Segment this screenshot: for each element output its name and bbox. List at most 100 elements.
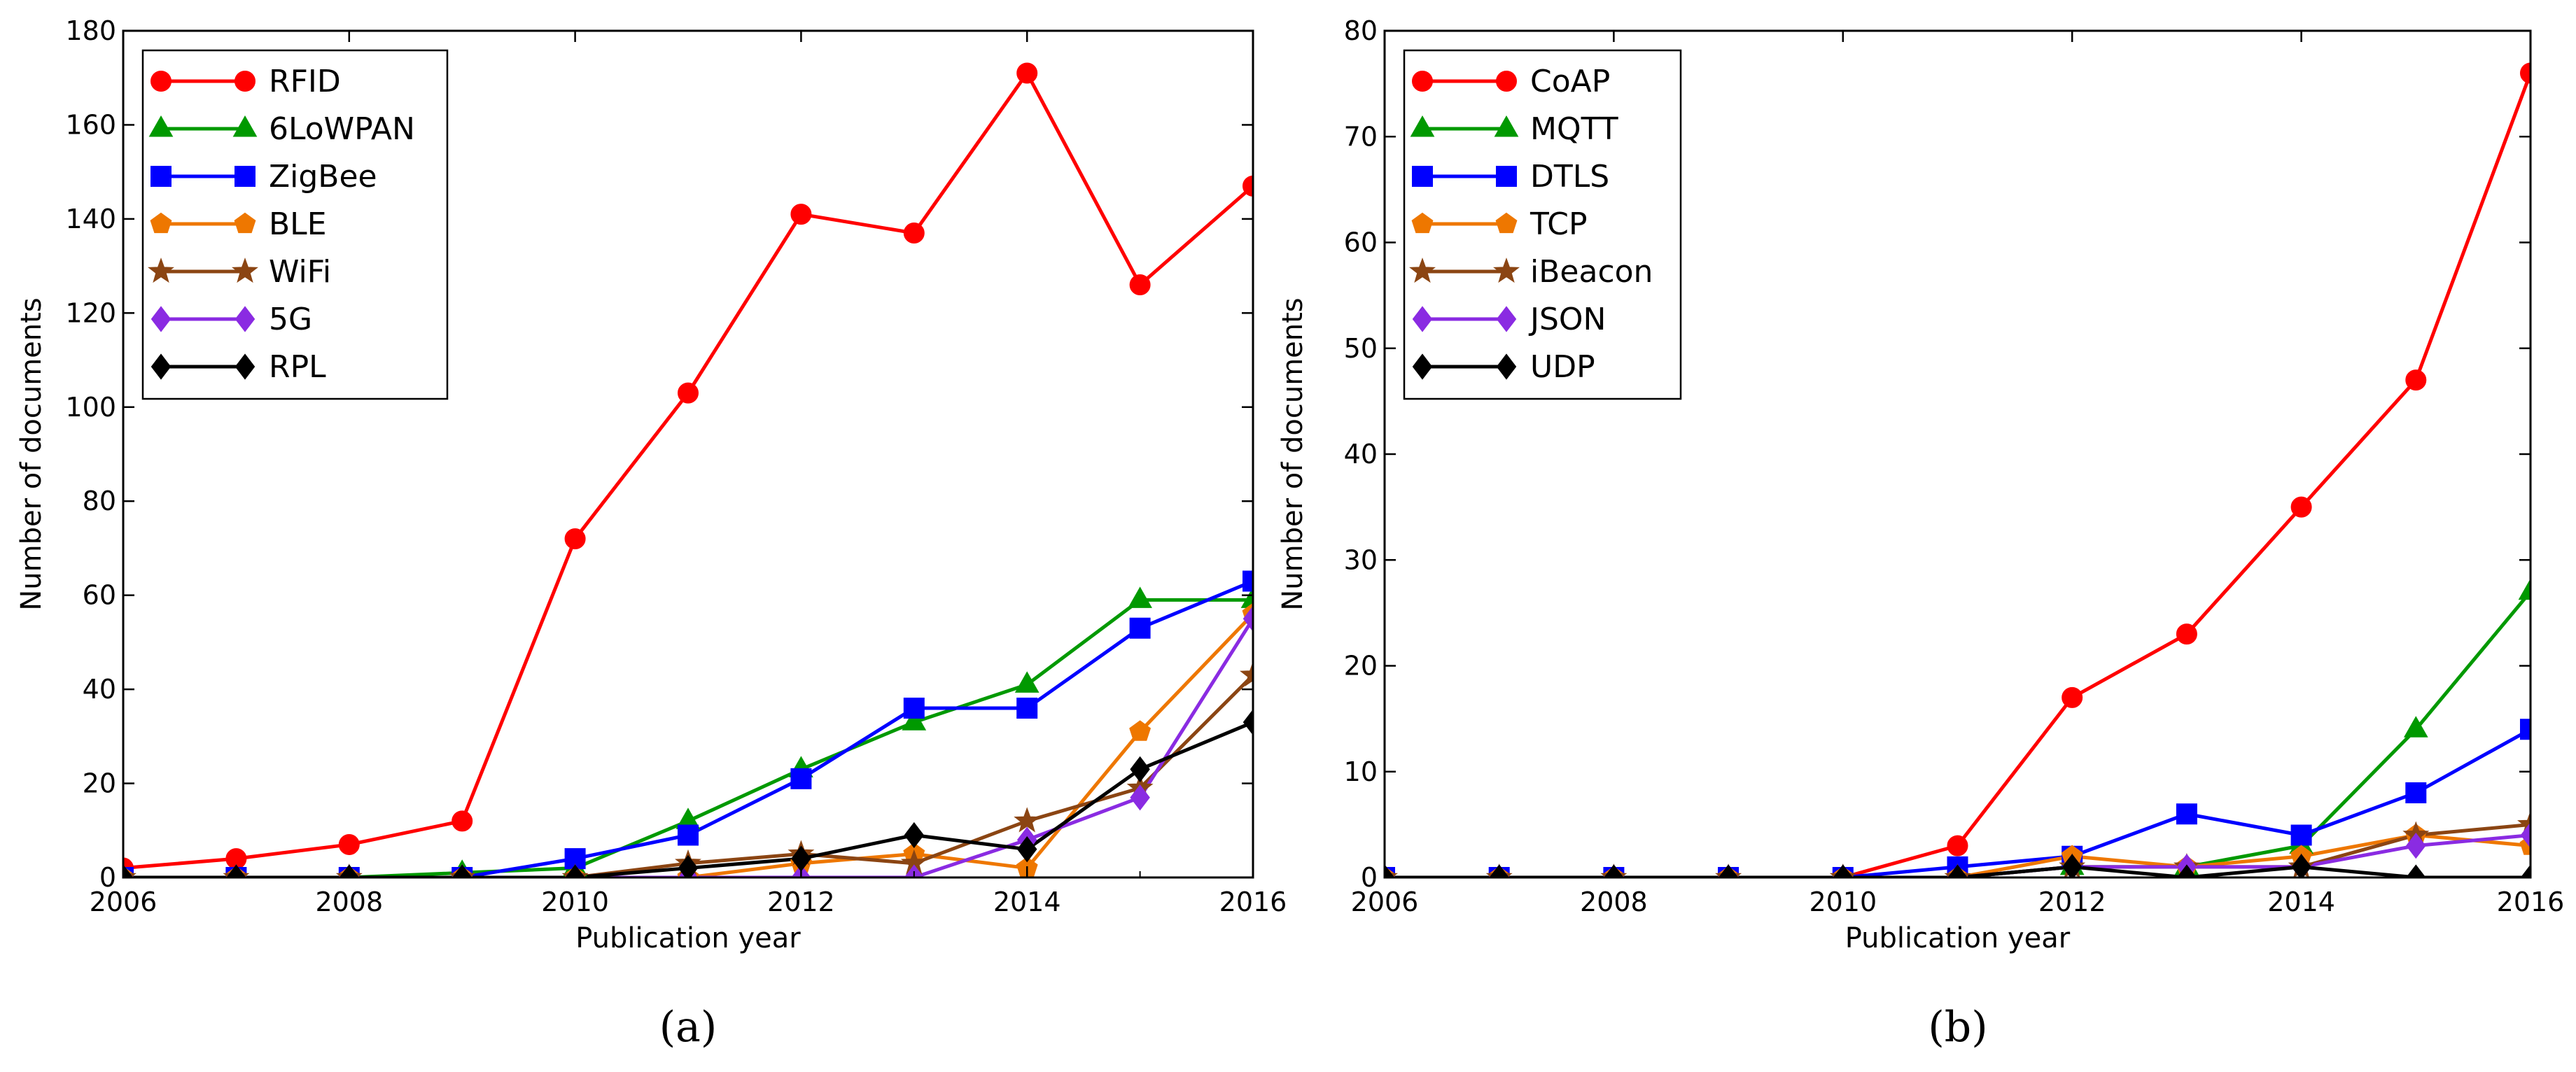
legend-label-udp: UDP xyxy=(1530,349,1595,385)
y-tick-label: 30 xyxy=(1344,544,1378,575)
legend-label-ble: BLE xyxy=(269,206,327,242)
legend-marker-coap xyxy=(1496,71,1517,92)
legend-marker-zigbee xyxy=(150,166,172,187)
legend-marker-dtls xyxy=(1496,166,1517,187)
panel-label: (b) xyxy=(1928,1003,1987,1052)
series-line-wifi xyxy=(123,674,1253,877)
data-point-rfid xyxy=(338,833,360,855)
data-point-json xyxy=(2520,821,2530,849)
x-tick-label: 2008 xyxy=(1580,887,1648,917)
data-point-dtls xyxy=(2290,824,2312,846)
legend-marker-wifi xyxy=(232,258,258,283)
y-tick-label: 180 xyxy=(65,15,116,46)
x-tick-label: 2006 xyxy=(90,887,158,917)
legend-marker-rpl xyxy=(234,353,255,380)
legend-marker-rfid xyxy=(150,71,172,92)
legend: RFID 6LoWPAN ZigBee BLE WiFi 5G RPL xyxy=(141,49,449,400)
data-point-rpl xyxy=(123,864,134,877)
legend-marker-6lowpan xyxy=(232,115,258,137)
legend-marker-dtls xyxy=(1412,166,1433,187)
legend-label-mqtt: MQTT xyxy=(1530,111,1618,147)
legend-label-rpl: RPL xyxy=(269,349,326,385)
data-point-coap xyxy=(2405,369,2427,391)
data-point-dtls xyxy=(2176,803,2197,825)
data-point-dtls xyxy=(2520,719,2530,740)
data-point-rpl xyxy=(678,854,699,877)
y-tick-label: 140 xyxy=(65,204,116,234)
series-line-mqtt xyxy=(1385,591,2530,877)
data-point-rpl xyxy=(1242,709,1253,735)
legend-marker-5g xyxy=(150,306,172,332)
data-point-mqtt xyxy=(2403,716,2428,738)
y-tick-label: 0 xyxy=(99,862,116,893)
legend-label-wifi: WiFi xyxy=(269,254,331,290)
x-axis-label: Publication year xyxy=(1845,922,2071,954)
data-point-rpl xyxy=(1016,836,1037,863)
legend-marker-ble xyxy=(234,212,256,234)
series-line-ibeacon xyxy=(1385,822,2530,877)
data-point-6lowpan xyxy=(902,709,927,731)
data-point-rfid xyxy=(1129,274,1151,295)
data-point-6lowpan xyxy=(1240,586,1253,608)
y-axis-label: Number of documents xyxy=(1277,297,1309,610)
data-point-rfid xyxy=(903,223,925,244)
legend-label-5g: 5G xyxy=(269,302,312,337)
legend-marker-udp xyxy=(1496,353,1517,380)
y-tick-label: 60 xyxy=(1344,227,1378,258)
data-point-udp xyxy=(2062,854,2082,877)
legend-label-6lowpan: 6LoWPAN xyxy=(269,111,415,147)
y-tick-label: 50 xyxy=(1344,333,1378,364)
data-point-json xyxy=(2406,832,2426,859)
y-tick-label: 80 xyxy=(83,486,116,516)
y-tick-label: 20 xyxy=(83,768,116,799)
x-tick-label: 2010 xyxy=(541,887,609,917)
legend-marker-json xyxy=(1412,306,1433,332)
legend-marker-5g xyxy=(234,306,255,332)
y-tick-label: 20 xyxy=(1344,651,1378,682)
data-point-zigbee xyxy=(1016,698,1038,719)
y-tick-label: 160 xyxy=(65,109,116,140)
data-point-ble xyxy=(1129,720,1152,741)
series-line-5g xyxy=(123,617,1253,877)
data-point-rpl xyxy=(1130,756,1150,783)
legend-marker-6lowpan xyxy=(148,115,174,137)
data-point-dtls xyxy=(2405,782,2427,803)
series-line-tcp xyxy=(1385,833,2530,877)
chart-panel: 2006 2008 2010 2012 2014 2016 0 20 40 60 80 100 120 1… xyxy=(15,15,1287,1052)
legend-marker-wifi xyxy=(148,258,174,283)
legend: CoAP MQTT DTLS TCP iBeacon JSON UDP xyxy=(1403,49,1682,400)
data-point-wifi xyxy=(1014,807,1041,833)
panel-label: (a) xyxy=(659,1003,718,1052)
y-axis-label: Number of documents xyxy=(15,297,48,610)
data-point-coap xyxy=(2176,623,2197,645)
data-point-mqtt xyxy=(2518,578,2530,600)
series-line-udp xyxy=(1385,865,2530,877)
data-point-rfid xyxy=(678,382,699,404)
y-tick-label: 10 xyxy=(1344,756,1378,787)
x-tick-label: 2016 xyxy=(2497,887,2565,917)
data-point-6lowpan xyxy=(1014,671,1040,693)
data-point-udp xyxy=(2520,864,2530,877)
data-point-rfid xyxy=(790,204,812,225)
x-axis-label: Publication year xyxy=(575,922,801,954)
legend-marker-rpl xyxy=(150,353,172,380)
data-point-rfid xyxy=(451,810,473,832)
data-point-coap xyxy=(2520,62,2530,84)
data-point-zigbee xyxy=(1129,617,1151,639)
y-tick-label: 80 xyxy=(1344,15,1378,46)
data-point-5g xyxy=(1242,605,1253,632)
legend-marker-mqtt xyxy=(1494,115,1519,137)
legend-label-ibeacon: iBeacon xyxy=(1530,254,1653,290)
y-tick-label: 40 xyxy=(1344,439,1378,470)
y-tick-label: 60 xyxy=(83,580,116,611)
legend-marker-mqtt xyxy=(1410,115,1435,137)
series-line-json xyxy=(1385,833,2530,877)
legend-marker-tcp xyxy=(1411,212,1434,234)
data-point-coap xyxy=(1947,835,1968,856)
data-point-rfid xyxy=(1016,62,1038,84)
y-tick-label: 70 xyxy=(1344,121,1378,152)
data-point-rfid xyxy=(1242,175,1253,197)
legend-marker-zigbee xyxy=(234,166,255,187)
x-tick-label: 2016 xyxy=(1219,887,1287,917)
